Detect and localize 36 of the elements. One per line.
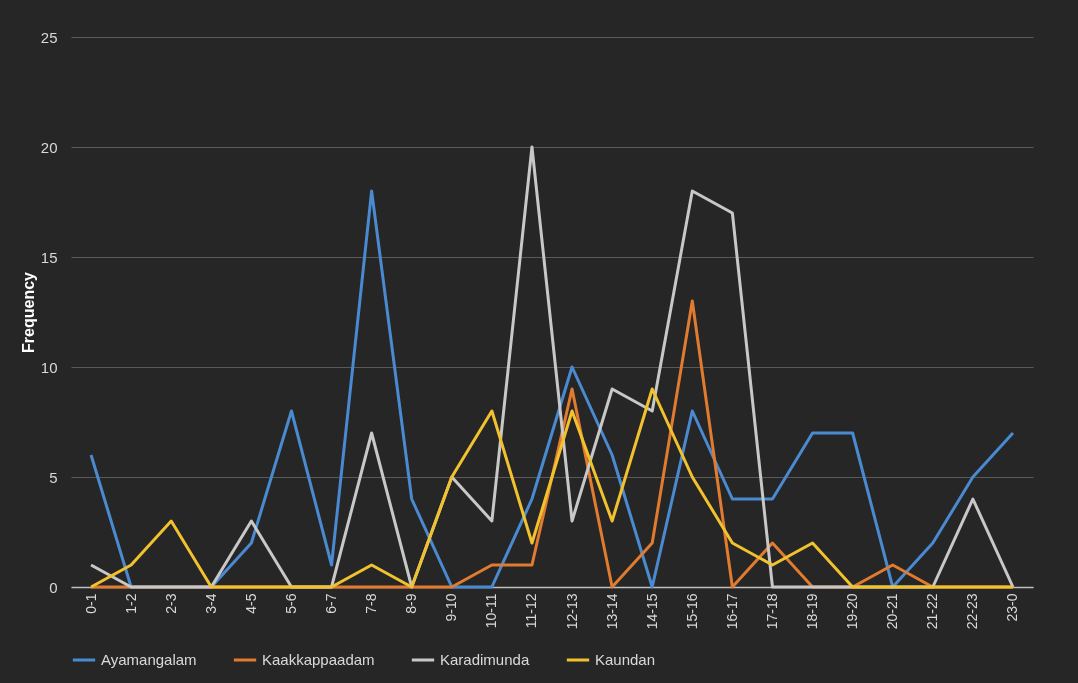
x-tick-label: 5-6 [282, 593, 299, 614]
x-tick-label: 13-14 [603, 593, 620, 630]
x-tick-label: 11-12 [523, 593, 540, 629]
y-tick-label: 20 [40, 138, 58, 156]
y-tick-label: 15 [40, 248, 58, 266]
y-axis-title: Frequency [19, 271, 37, 353]
x-tick-label: 8-9 [403, 593, 420, 614]
x-tick-label: 10-11 [483, 593, 500, 629]
x-tick-label: 15-16 [683, 593, 700, 630]
x-tick-label: 0-1 [82, 593, 99, 614]
x-tick-label: 17-18 [763, 593, 780, 630]
y-tick-label: 25 [40, 28, 58, 46]
x-tick-label: 1-2 [122, 593, 139, 614]
x-tick-label: 22-23 [964, 593, 981, 630]
x-tick-label: 18-19 [804, 593, 821, 630]
x-tick-label: 21-22 [924, 593, 941, 630]
y-tick-label: 0 [49, 578, 58, 596]
x-tick-label: 19-20 [844, 593, 861, 630]
x-tick-label: 16-17 [723, 593, 740, 630]
x-tick-label: 2-3 [162, 593, 179, 614]
y-tick-label: 5 [49, 468, 58, 486]
x-tick-label: 4-5 [242, 593, 259, 614]
line-series [89, 387, 1015, 589]
x-tick-label: 23-0 [1004, 593, 1021, 622]
x-tick-label: 6-7 [323, 593, 340, 614]
x-tick-label: 20-21 [884, 593, 901, 630]
y-tick-label: 10 [40, 358, 58, 376]
x-tick-label: 14-15 [643, 593, 660, 630]
x-tick-label: 3-4 [202, 593, 219, 614]
x-tick-label: 12-13 [563, 593, 580, 630]
x-tick-label: 9-10 [443, 593, 460, 622]
x-tick-label: 7-8 [363, 593, 380, 614]
legend-label: Kaundan [595, 651, 656, 668]
legend-label: Kaakkappaadam [262, 651, 375, 668]
legend-label: Ayamangalam [101, 651, 197, 668]
legend-label: Karadimunda [440, 651, 530, 668]
